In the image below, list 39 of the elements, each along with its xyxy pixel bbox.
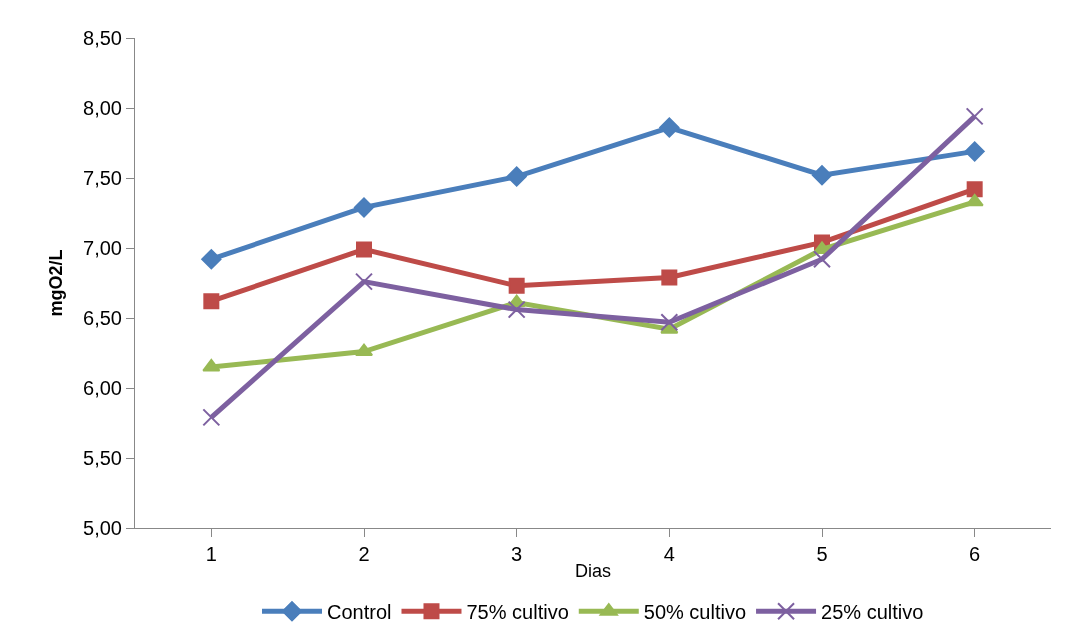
legend-label: 75% cultivo <box>466 601 569 623</box>
x-tick-label: 5 <box>816 543 828 565</box>
point <box>965 107 984 126</box>
point <box>202 408 221 427</box>
y-tick-label: 6,00 <box>83 377 122 399</box>
point <box>201 249 222 270</box>
y-tick-label: 6,50 <box>83 307 122 329</box>
x-tick-label: 3 <box>511 543 523 565</box>
x-tick-label: 6 <box>969 543 981 565</box>
point <box>964 141 985 162</box>
point <box>354 343 374 357</box>
x-tick-label: 1 <box>205 543 217 565</box>
point <box>811 165 833 186</box>
legend-label: 25% cultivo <box>821 601 924 623</box>
point <box>506 166 527 187</box>
point <box>660 313 679 332</box>
point <box>203 293 220 310</box>
legend-label: Control <box>327 601 392 623</box>
y-tick-label: 8,00 <box>83 97 122 119</box>
y-tick-label: 5,50 <box>83 447 122 469</box>
y-axis-title: mgO2/L <box>46 249 67 317</box>
point <box>508 277 525 294</box>
y-tick-label: 7,00 <box>83 237 122 259</box>
x-tick-label: 2 <box>358 543 370 565</box>
point <box>965 193 984 207</box>
point <box>966 181 983 198</box>
x-tick-label: 4 <box>663 543 675 565</box>
point <box>659 117 680 138</box>
point <box>507 300 526 319</box>
point <box>661 269 678 286</box>
y-tick-label: 7,50 <box>83 167 122 189</box>
y-tick-label: 5,00 <box>83 517 122 539</box>
point <box>355 272 373 291</box>
point <box>353 197 375 218</box>
y-tick-label: 8,50 <box>83 27 122 49</box>
point <box>813 250 831 269</box>
legend-label: 50% cultivo <box>643 601 747 623</box>
point <box>356 241 372 258</box>
x-axis-title: Dias <box>574 561 612 582</box>
